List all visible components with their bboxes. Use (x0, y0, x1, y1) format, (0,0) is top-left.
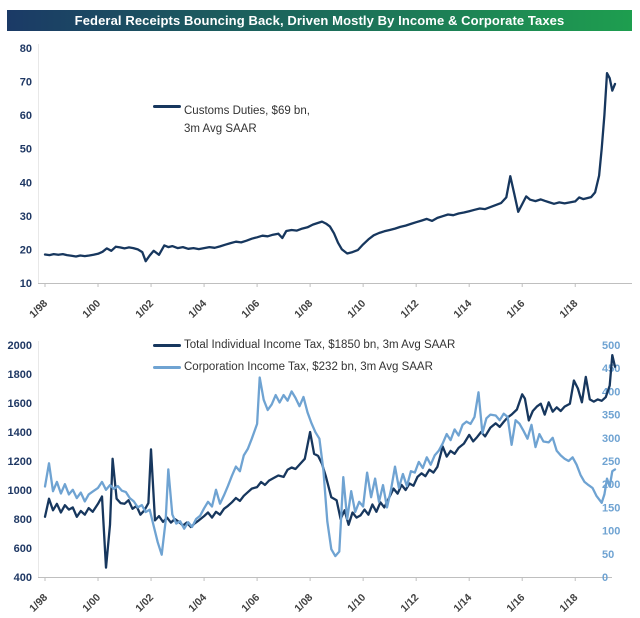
y-left-tick-label: 2000 (8, 340, 32, 352)
y-left-tick-label: 1400 (8, 427, 32, 439)
x-tick-label: 1/08 (292, 592, 315, 615)
y-left-tick-label: 1600 (8, 398, 32, 410)
y-left-tick-label: 20 (20, 244, 32, 256)
y-right-tick-label: 350 (602, 410, 620, 422)
x-tick-label: 1/12 (398, 298, 421, 318)
x-tick-label: 1/98 (27, 298, 50, 318)
y-right-tick-label: 50 (602, 549, 614, 561)
x-tick-label: 1/14 (451, 298, 474, 318)
x-tick-label: 1/06 (239, 298, 262, 318)
x-tick-label: 1/14 (451, 592, 474, 615)
y-right-tick-label: 500 (602, 340, 620, 352)
y-left-tick-label: 800 (14, 514, 32, 526)
y-right-tick-label: 150 (602, 502, 620, 514)
individual-income-tax-line-swatch (153, 344, 181, 348)
y-left-tick-label: 1200 (8, 456, 32, 468)
corporation-income-tax-line (43, 376, 617, 558)
x-tick-label: 1/98 (27, 592, 50, 615)
x-tick-label: 1/00 (80, 592, 103, 615)
x-tick-label: 1/02 (133, 592, 156, 615)
y-left-tick-label: 1000 (8, 485, 32, 497)
y-right-tick-label: 100 (602, 526, 620, 538)
x-tick-label: 1/04 (186, 592, 209, 615)
y-left-tick-label: 1800 (8, 369, 32, 381)
x-tick-label: 1/10 (345, 592, 368, 615)
customs-duties-line (43, 72, 617, 263)
income-taxes-legend: Total Individual Income Tax, $1850 bn, 3… (153, 337, 455, 377)
y-left-tick-label: 10 (20, 278, 32, 290)
customs-duties-legend: Customs Duties, $69 bn, 3m Avg SAAR (153, 103, 310, 139)
individual-income-tax-legend-label: Total Individual Income Tax, $1850 bn, 3… (184, 339, 456, 351)
y-left-tick-label: 60 (20, 110, 32, 122)
legend-item-customs-duties: Customs Duties, $69 bn, 3m Avg SAAR (153, 103, 310, 139)
income-taxes-chart: 1/98 1/00 1/02 1/04 1/06 1/08 1/10 1/12 1/14 1/16… (8, 340, 621, 615)
y-left-tick-label: 80 (20, 43, 32, 55)
x-tick-label: 1/00 (80, 298, 103, 318)
x-tick-label: 1/04 (186, 298, 209, 318)
corporation-income-tax-line-swatch (153, 366, 181, 370)
x-tick-label: 1/18 (557, 298, 580, 318)
x-tick-label: 1/16 (504, 298, 527, 318)
y-left-tick-label: 30 (20, 211, 32, 223)
axes: 1/98 1/00 1/02 1/04 1/06 1/08 1/10 1/12 1/14 1/16… (20, 43, 632, 318)
x-tick-label: 1/12 (398, 592, 421, 615)
x-tick-label: 1/18 (557, 592, 580, 615)
x-tick-label: 1/08 (292, 298, 315, 318)
legend-item-corporation-income-tax: Corporation Income Tax, $232 bn, 3m Avg … (153, 359, 455, 377)
x-tick-label: 1/06 (239, 592, 262, 615)
y-right-tick-label: 250 (602, 456, 620, 468)
chart-title-bar: Federal Receipts Bouncing Back, Driven M… (7, 10, 632, 31)
y-left-tick-label: 50 (20, 144, 32, 156)
y-right-tick-label: 0 (602, 572, 608, 584)
customs-duties-line-swatch (153, 105, 181, 108)
y-left-tick-label: 400 (14, 572, 32, 584)
corporation-income-tax-legend-label: Corporation Income Tax, $232 bn, 3m Avg … (184, 360, 433, 373)
customs-duties-chart: 1/98 1/00 1/02 1/04 1/06 1/08 1/10 1/12 1/14 1/16… (20, 43, 632, 318)
customs-duties-legend-line2: 3m Avg SAAR (184, 122, 257, 135)
chart-title: Federal Receipts Bouncing Back, Driven M… (74, 13, 565, 28)
y-left-tick-label: 600 (14, 543, 32, 555)
x-tick-label: 1/16 (504, 592, 527, 615)
y-left-tick-label: 70 (20, 77, 32, 89)
x-tick-label: 1/10 (345, 298, 368, 318)
legend-item-individual-income-tax: Total Individual Income Tax, $1850 bn, 3… (153, 337, 455, 355)
customs-duties-legend-line1: Customs Duties, $69 bn, (184, 105, 310, 117)
x-tick-label: 1/02 (133, 298, 156, 318)
y-left-tick-label: 40 (20, 177, 32, 189)
axes: 1/98 1/00 1/02 1/04 1/06 1/08 1/10 1/12 1/14 1/16… (8, 340, 621, 615)
y-right-tick-label: 300 (602, 433, 620, 445)
customs-duties-legend-text: Customs Duties, $69 bn, 3m Avg SAAR (184, 103, 310, 139)
